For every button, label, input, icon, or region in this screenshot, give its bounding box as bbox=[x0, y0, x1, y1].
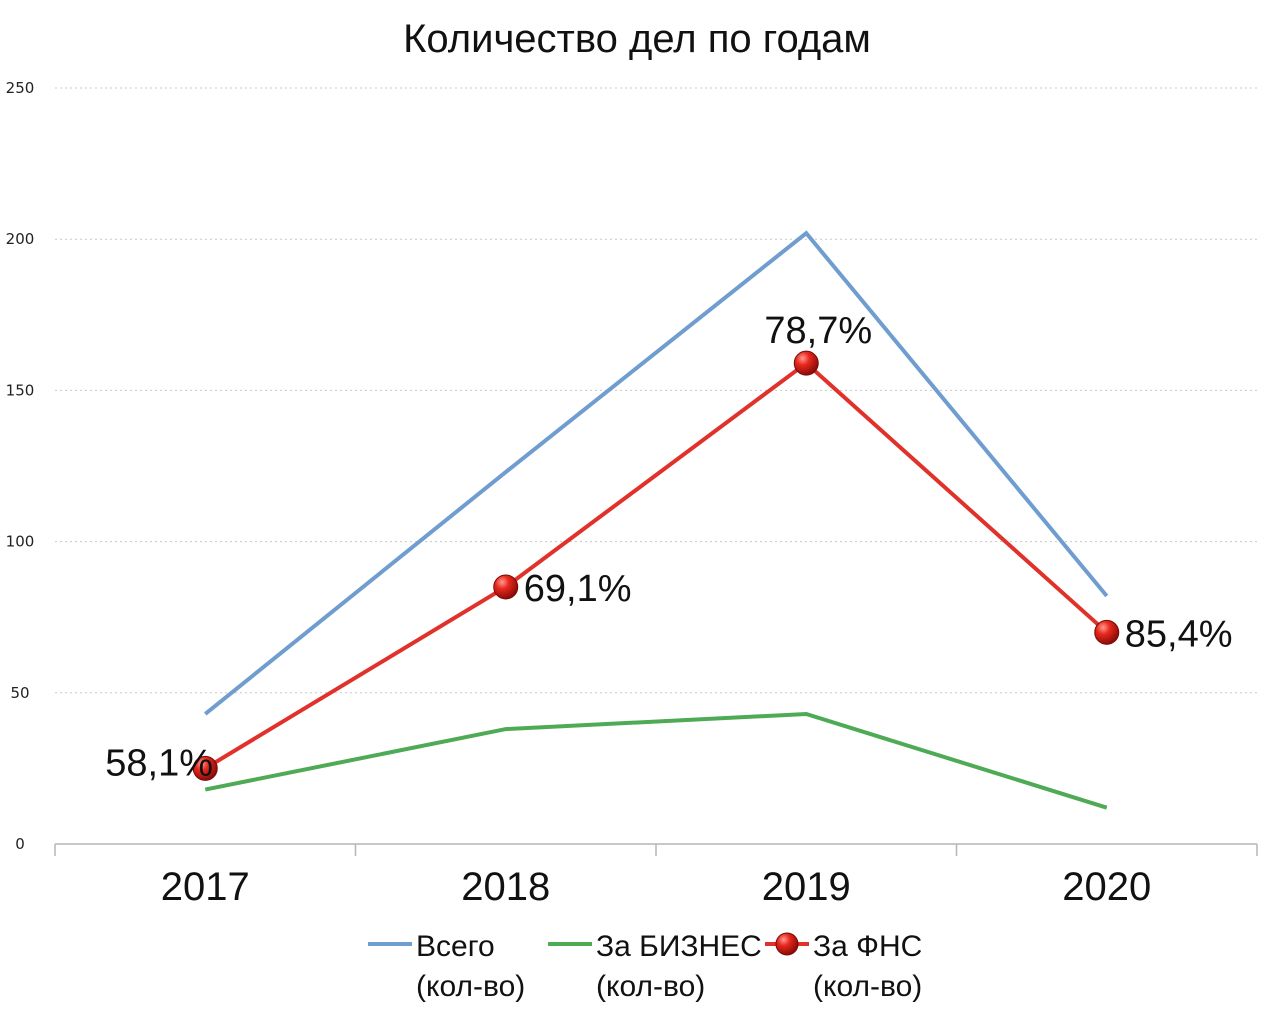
y-axis-ticks: 0 50 100 150 200 250 bbox=[6, 79, 35, 853]
data-label-2-1: 69,1% bbox=[524, 568, 632, 610]
markers bbox=[192, 350, 1120, 781]
legend-label-1: За БИЗНЕС bbox=[596, 930, 762, 963]
data-labels: 58,1% 69,1% 78,7% 85,4% bbox=[105, 310, 1232, 784]
gridlines bbox=[55, 87, 1257, 694]
legend-label-0: Всего bbox=[416, 930, 495, 963]
legend-label-2: За ФНС bbox=[813, 930, 922, 963]
series bbox=[203, 230, 1109, 810]
x-tick-label-2017: 2017 bbox=[161, 865, 250, 909]
legend-sublabel-0: (кол-во) bbox=[416, 970, 525, 1003]
x-axis bbox=[54, 843, 1258, 856]
data-label-2-3: 85,4% bbox=[1125, 613, 1233, 655]
data-point-2-1 bbox=[493, 574, 519, 600]
y-tick-label-200: 200 bbox=[6, 230, 35, 248]
x-tick-label-2018: 2018 bbox=[461, 865, 550, 909]
y-tick-label-100: 100 bbox=[6, 533, 35, 551]
legend-marker-2 bbox=[775, 932, 799, 956]
data-point-2-0 bbox=[192, 755, 218, 781]
x-tick-label-2020: 2020 bbox=[1062, 865, 1151, 909]
series-line-0 bbox=[203, 230, 1109, 716]
data-label-2-0: 58,1% bbox=[105, 742, 213, 784]
x-axis-ticks: 2017 2018 2019 2020 bbox=[161, 865, 1151, 909]
chart-title: Количество дел по годам bbox=[403, 17, 871, 61]
legend: Всего (кол-во) За БИЗНЕС (кол-во) За ФНС (кол… bbox=[368, 930, 922, 1003]
legend-sublabel-1: (кол-во) bbox=[596, 970, 705, 1003]
data-label-2-2: 78,7% bbox=[764, 310, 872, 352]
data-point-2-2 bbox=[793, 350, 819, 376]
legend-sublabel-2: (кол-во) bbox=[813, 970, 922, 1003]
y-tick-label-150: 150 bbox=[6, 381, 35, 399]
y-tick-label-250: 250 bbox=[6, 79, 35, 97]
data-point-2-3 bbox=[1094, 619, 1120, 645]
y-tick-label-50: 50 bbox=[10, 684, 29, 702]
series-line-2 bbox=[204, 360, 1109, 771]
x-tick-label-2019: 2019 bbox=[762, 865, 851, 909]
series-line-1 bbox=[204, 711, 1108, 810]
y-tick-label-0: 0 bbox=[15, 835, 25, 853]
